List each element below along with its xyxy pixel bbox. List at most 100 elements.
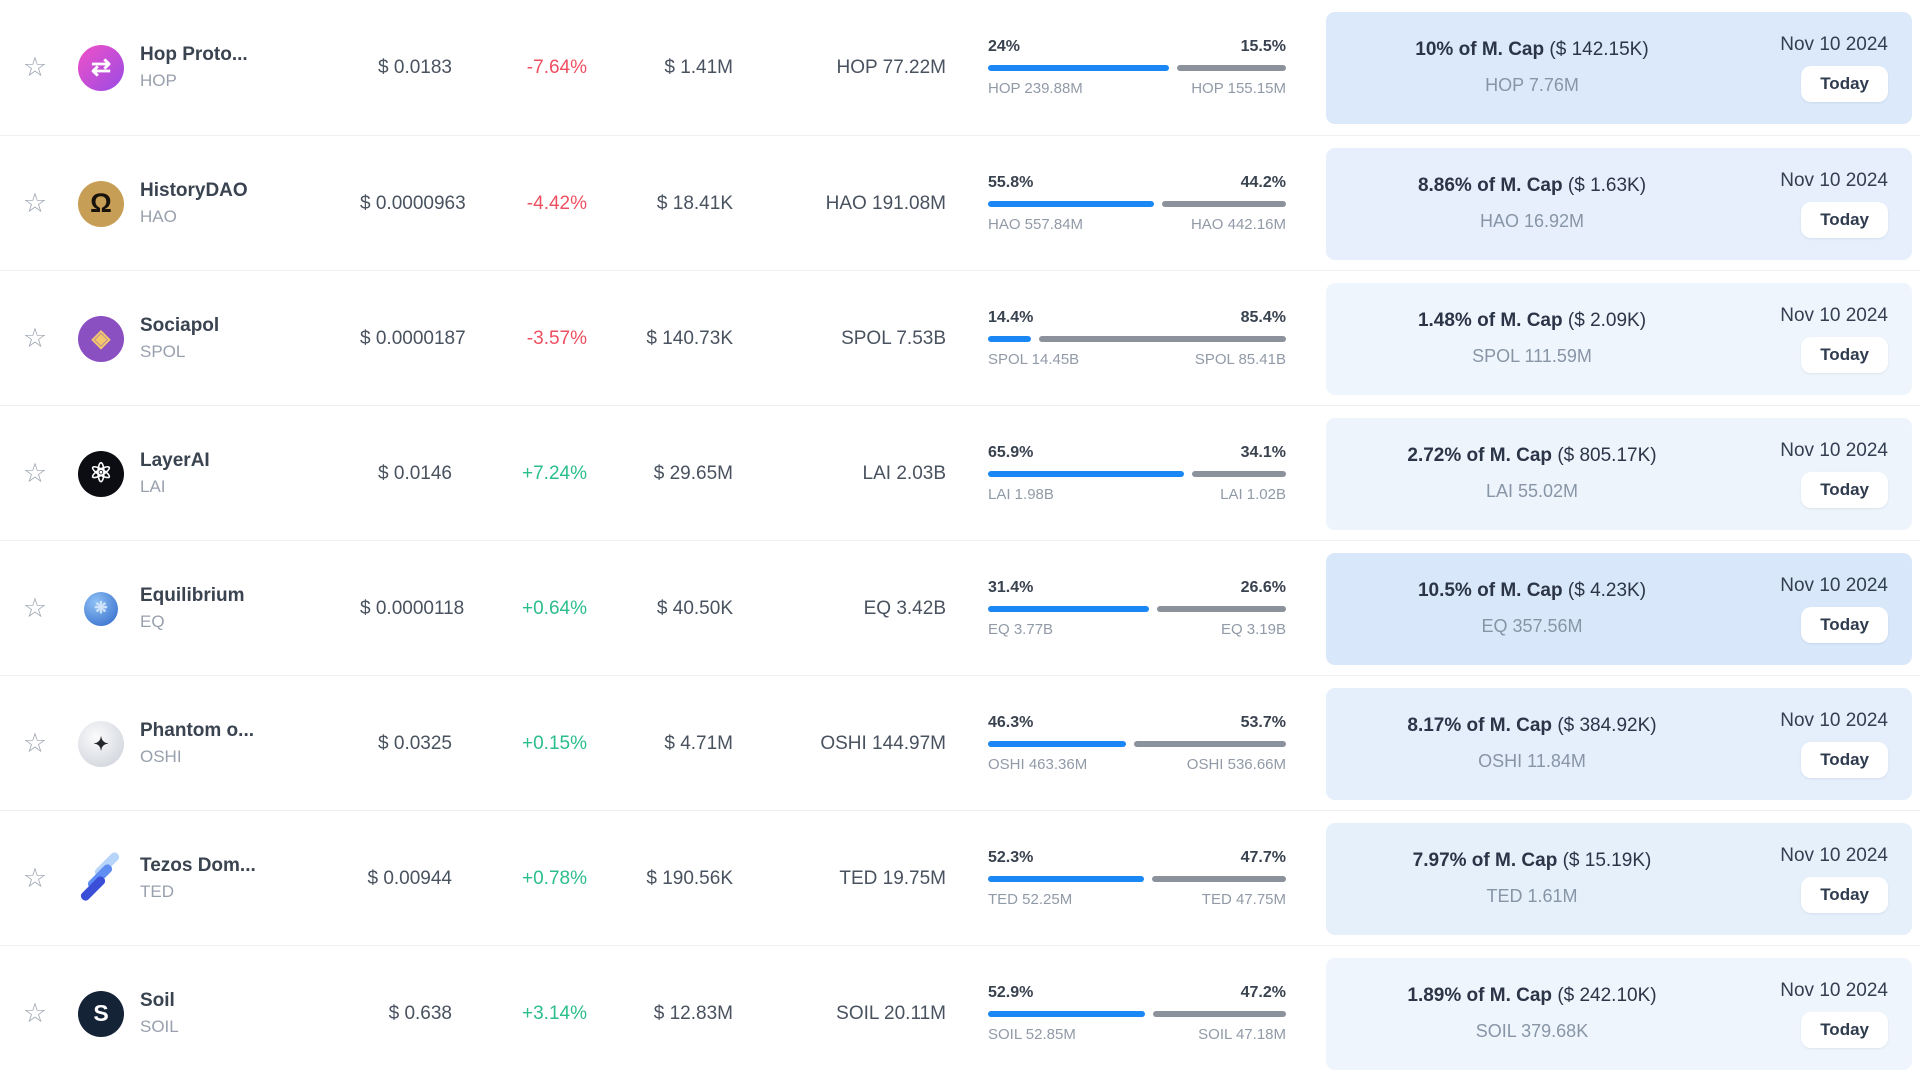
favorite-cell: ☆ <box>0 54 70 81</box>
table-row[interactable]: ☆ Tezos Dom... TED $ 0.00944 +0.78% $ 19… <box>0 810 1920 945</box>
token-symbol: EQ <box>140 612 165 632</box>
sociapol-logo: ◈ <box>78 315 124 362</box>
unlock-event-cell: 8.86% of M. Cap ($ 1.63K) HAO 16.92M Nov… <box>1286 136 1920 271</box>
today-badge: Today <box>1801 201 1888 238</box>
cap-percent: 8.86% of M. Cap <box>1417 175 1563 196</box>
table-row[interactable]: ☆ ⚛ LayerAI LAI $ 0.0146 +7.24% $ 29.65M… <box>0 405 1920 540</box>
token-logo-cell: Ω <box>70 180 132 227</box>
favorite-star-icon[interactable]: ☆ <box>22 998 48 1028</box>
unlock-event-cell: 7.97% of M. Cap ($ 15.19K) TED 1.61M Nov… <box>1286 811 1920 946</box>
table-row[interactable]: ☆ S Soil SOIL $ 0.638 +3.14% $ 12.83M SO… <box>0 945 1920 1080</box>
unlock-event-summary: 10.5% of M. Cap ($ 4.23K) EQ 357.56M <box>1336 580 1728 637</box>
supply-progress-bar <box>988 65 1286 71</box>
unlock-event-summary: 1.89% of M. Cap ($ 242.10K) SOIL 379.68K <box>1336 985 1728 1042</box>
unlocked-amount-label: HAO 557.84M <box>988 216 1084 233</box>
cap-line: 1.89% of M. Cap ($ 242.10K) <box>1336 985 1728 1007</box>
token-name-cell: Soil SOIL <box>132 988 360 1040</box>
cap-usd: ($ 384.92K) <box>1557 715 1657 736</box>
locked-amount-label: EQ 3.19B <box>1220 621 1286 638</box>
token-price: $ 0.638 <box>388 1002 452 1024</box>
supply-progress-bar <box>988 606 1286 612</box>
logo-glyph: ⚛ <box>88 458 114 488</box>
unlock-event-panel: 7.97% of M. Cap ($ 15.19K) TED 1.61M Nov… <box>1326 822 1912 935</box>
cap-usd: ($ 2.09K) <box>1567 310 1647 331</box>
unlock-usd-value: $ 29.65M <box>653 462 733 484</box>
locked-amount-label: SPOL 85.41B <box>1194 351 1286 368</box>
unlock-token-amount: LAI 2.03B <box>862 462 946 484</box>
unlock-event-token-amount: HAO 16.92M <box>1479 211 1585 231</box>
unlock-date: Nov 10 2024 <box>1780 709 1888 731</box>
unlock-event-date-block: Nov 10 2024 Today <box>1728 34 1888 102</box>
token-logo-cell <box>70 850 132 902</box>
table-row[interactable]: ☆ ✦ Phantom o... OSHI $ 0.0325 +0.15% $ … <box>0 675 1920 810</box>
today-badge: Today <box>1801 65 1888 102</box>
unlock-usd-value: $ 190.56K <box>646 867 733 889</box>
token-price: $ 0.0000963 <box>360 192 466 214</box>
bar-unlocked-segment <box>988 1011 1146 1017</box>
table-row[interactable]: ☆ Ω HistoryDAO HAO $ 0.0000963 -4.42% $ … <box>0 135 1920 270</box>
favorite-star-icon[interactable]: ☆ <box>22 323 48 353</box>
unlock-event-panel: 10% of M. Cap ($ 142.15K) HOP 7.76M Nov … <box>1326 11 1912 124</box>
unlocked-amount-label: HOP 239.88M <box>988 80 1083 97</box>
table-row[interactable]: ☆ ⇄ Hop Proto... HOP $ 0.0183 -7.64% $ 1… <box>0 0 1920 135</box>
token-name: HistoryDAO <box>140 179 248 201</box>
supply-progress-bar <box>988 336 1286 342</box>
token-symbol: OSHI <box>140 747 182 767</box>
unlock-date: Nov 10 2024 <box>1780 33 1888 55</box>
unlock-token-amount: SOIL 20.11M <box>836 1002 946 1024</box>
price-change: -3.57% <box>526 327 587 349</box>
token-logo-cell: ❋ <box>70 591 132 626</box>
unlock-event-token-amount: EQ 357.56M <box>1481 616 1583 636</box>
today-badge: Today <box>1801 876 1888 913</box>
cap-percent: 8.17% of M. Cap <box>1407 715 1553 736</box>
favorite-cell: ☆ <box>0 595 70 622</box>
token-name-cell: Sociapol SPOL <box>132 313 360 365</box>
supply-progress: 55.8% 44.2% HAO 557.84M HAO 442.16M <box>946 174 1286 233</box>
favorite-star-icon[interactable]: ☆ <box>22 863 48 893</box>
cap-line: 10% of M. Cap ($ 142.15K) <box>1336 39 1728 61</box>
favorite-star-icon[interactable]: ☆ <box>22 728 48 758</box>
unlocked-percent: 24% <box>988 38 1021 55</box>
unlock-token-amount: HAO 191.08M <box>825 192 946 214</box>
cap-percent: 10.5% of M. Cap <box>1417 580 1563 601</box>
unlock-event-date-block: Nov 10 2024 Today <box>1728 710 1888 778</box>
token-name-cell: Equilibrium EQ <box>132 583 360 635</box>
unlock-event-summary: 8.17% of M. Cap ($ 384.92K) OSHI 11.84M <box>1336 715 1728 772</box>
logo-glyph: ⇄ <box>90 53 112 81</box>
today-badge: Today <box>1801 1011 1888 1048</box>
table-row[interactable]: ☆ ❋ Equilibrium EQ $ 0.0000118 +0.64% $ … <box>0 540 1920 675</box>
locked-amount-label: LAI 1.02B <box>1220 486 1286 503</box>
favorite-star-icon[interactable]: ☆ <box>22 593 48 623</box>
unlock-event-token-amount: SOIL 379.68K <box>1475 1021 1589 1041</box>
logo-glyph: ❋ <box>94 599 108 617</box>
unlock-token-amount: TED 19.75M <box>839 867 946 889</box>
supply-progress: 46.3% 53.7% OSHI 463.36M OSHI 536.66M <box>946 714 1286 773</box>
soil-logo: S <box>78 990 124 1037</box>
unlocked-amount-label: SOIL 52.85M <box>988 1026 1076 1043</box>
token-symbol: SOIL <box>140 1017 179 1037</box>
favorite-star-icon[interactable]: ☆ <box>22 458 48 488</box>
unlocked-percent: 55.8% <box>988 174 1034 191</box>
cap-line: 8.86% of M. Cap ($ 1.63K) <box>1336 175 1728 197</box>
token-name: Hop Proto... <box>140 43 248 65</box>
logo-glyph: ✦ <box>93 733 109 754</box>
favorite-star-icon[interactable]: ☆ <box>22 188 48 218</box>
table-row[interactable]: ☆ ◈ Sociapol SPOL $ 0.0000187 -3.57% $ 1… <box>0 270 1920 405</box>
unlocked-percent: 52.3% <box>988 849 1034 866</box>
cap-percent: 7.97% of M. Cap <box>1412 850 1558 871</box>
supply-progress: 14.4% 85.4% SPOL 14.45B SPOL 85.41B <box>946 309 1286 368</box>
locked-percent: 47.7% <box>1240 849 1286 866</box>
cap-line: 7.97% of M. Cap ($ 15.19K) <box>1336 850 1728 872</box>
favorite-cell: ☆ <box>0 460 70 487</box>
favorite-star-icon[interactable]: ☆ <box>22 52 48 82</box>
favorite-cell: ☆ <box>0 865 70 892</box>
bar-locked-segment <box>1177 65 1286 71</box>
unlock-event-cell: 1.89% of M. Cap ($ 242.10K) SOIL 379.68K… <box>1286 946 1920 1080</box>
unlock-token-amount: OSHI 144.97M <box>820 732 946 754</box>
unlock-token-amount: HOP 77.22M <box>836 56 946 78</box>
unlocked-percent: 31.4% <box>988 579 1034 596</box>
token-symbol: HAO <box>140 207 177 227</box>
token-price: $ 0.0183 <box>378 56 452 78</box>
unlock-event-panel: 1.89% of M. Cap ($ 242.10K) SOIL 379.68K… <box>1326 957 1912 1070</box>
unlock-event-token-amount: SPOL 111.59M <box>1472 346 1592 366</box>
